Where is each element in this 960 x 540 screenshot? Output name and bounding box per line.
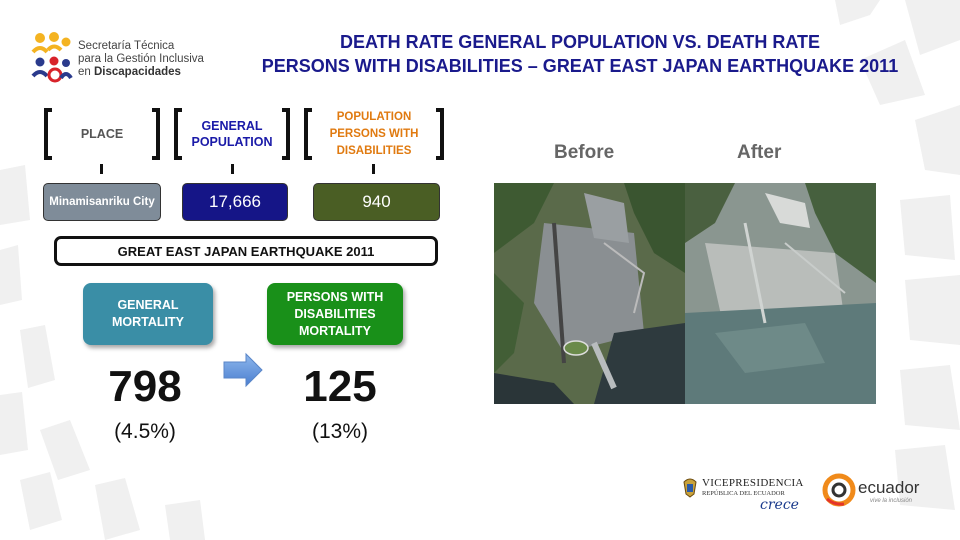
- earthquake-banner-label: GREAT EAST JAPAN EARTHQUAKE 2011: [117, 243, 375, 259]
- arrow-right-icon: [223, 352, 263, 388]
- republica-label: REPÚBLICA DEL ECUADOR: [702, 490, 785, 497]
- vicepresidencia-label: VICEPRESIDENCIA: [702, 477, 804, 489]
- header-place: PLACE: [44, 108, 160, 160]
- ecuador-tagline: vive la inclusión: [870, 498, 913, 504]
- logo-line-2: para la Gestión Inclusiva: [78, 53, 204, 65]
- header-general-population-label: GENERAL POPULATION: [191, 119, 273, 149]
- population-disabilities-value-box: 940: [313, 183, 440, 221]
- slide-title: DEATH RATE GENERAL POPULATION VS. DEATH …: [230, 30, 930, 78]
- ecuador-logo-icon: [822, 473, 856, 507]
- ecuador-label: ecuador: [858, 478, 920, 497]
- bracket-right: [152, 108, 160, 160]
- population-disabilities-value: 940: [362, 192, 391, 211]
- general-mortality-value: 798: [108, 362, 182, 411]
- place-value: Minamisanriku City: [49, 195, 155, 208]
- bracket-right: [282, 108, 290, 160]
- logo-line-1: Secretaría Técnica: [78, 40, 175, 52]
- ecuador-coat-of-arms-icon: [683, 478, 697, 498]
- secretaria-logo-icon: [31, 32, 73, 83]
- bracket-left: [44, 108, 52, 160]
- connector: [231, 164, 234, 174]
- logo-line-3-bold: Discapacidades: [94, 66, 181, 78]
- header-place-label: PLACE: [80, 127, 124, 141]
- crece-label: crece: [760, 497, 799, 513]
- disabilities-mortality-label: PERSONS WITH DISABILITIES MORTALITY: [286, 289, 384, 338]
- bracket-left: [304, 108, 312, 160]
- logo-line-3: en Discapacidades: [78, 66, 204, 79]
- bracket-right: [436, 108, 444, 160]
- header-general-population: GENERAL POPULATION: [174, 108, 290, 160]
- title-line-1: DEATH RATE GENERAL POPULATION VS. DEATH …: [339, 32, 820, 52]
- general-population-value-box: 17,666: [182, 183, 288, 221]
- after-satellite-image: [685, 183, 876, 404]
- earthquake-banner: GREAT EAST JAPAN EARTHQUAKE 2011: [54, 236, 438, 266]
- general-population-value: 17,666: [209, 192, 261, 211]
- place-value-box: Minamisanriku City: [43, 183, 161, 221]
- disabilities-mortality-percent: (13%): [311, 420, 369, 443]
- general-mortality-percent: (4.5%): [114, 420, 176, 443]
- disabilities-mortality-box: PERSONS WITH DISABILITIES MORTALITY: [267, 283, 403, 345]
- secretaria-logo-text: Secretaría Técnica para la Gestión Inclu…: [78, 40, 204, 79]
- general-mortality-box: GENERAL MORTALITY: [83, 283, 213, 345]
- header-population-disabilities-label: POPULATION PERSONS WITH DISABILITIES: [329, 110, 419, 157]
- connector: [372, 164, 375, 174]
- after-label: After: [737, 142, 782, 163]
- title-line-2: PERSONS WITH DISABILITIES – GREAT EAST J…: [261, 56, 899, 76]
- before-label: Before: [554, 142, 615, 163]
- logo-line-3-prefix: en: [78, 66, 94, 78]
- bracket-left: [174, 108, 182, 160]
- general-mortality-label: GENERAL MORTALITY: [112, 298, 184, 329]
- disabilities-mortality-value: 125: [303, 362, 377, 411]
- connector: [100, 164, 103, 174]
- header-population-disabilities: POPULATION PERSONS WITH DISABILITIES: [304, 108, 444, 160]
- before-satellite-image: [494, 183, 685, 404]
